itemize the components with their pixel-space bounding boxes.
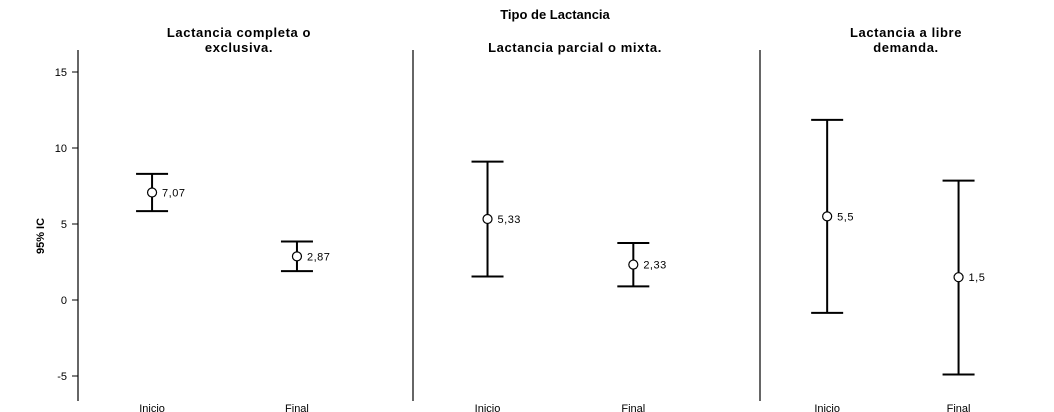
panel-2: Lactancia parcial o mixta. 5,33 Inicio 2,33… [412, 40, 666, 412]
mean-marker [628, 259, 639, 270]
x-tick-label: Final [285, 403, 309, 412]
mean-marker [953, 272, 964, 283]
panel-title-line: demanda. [873, 40, 938, 55]
y-tick-label: 10 [55, 143, 67, 155]
chart-title: Tipo de Lactancia [500, 7, 610, 22]
y-tick-label: 5 [61, 219, 67, 231]
data-label: 7,07 [162, 188, 185, 200]
y-tick-label: 0 [61, 295, 67, 307]
x-tick-label: Inicio [139, 403, 165, 412]
x-tick-label: Inicio [814, 403, 840, 412]
y-tick-label: 15 [55, 67, 67, 79]
panel-title-line: Lactancia parcial o mixta. [488, 40, 662, 55]
data-label: 5,33 [498, 214, 521, 226]
panel-title-line: exclusiva. [205, 40, 273, 55]
x-tick-label: Inicio [475, 403, 501, 412]
data-label: 2,87 [307, 251, 330, 263]
data-label: 5,5 [837, 211, 854, 223]
x-tick-label: Final [947, 403, 971, 412]
panel-title-line: Lactancia completa o [167, 25, 311, 40]
mean-marker [482, 213, 493, 225]
mean-marker [822, 211, 833, 222]
x-tick-label: Final [621, 403, 645, 412]
panel-title-line: Lactancia a libre [850, 25, 962, 40]
data-label: 1,5 [969, 272, 986, 284]
y-tick-label: -5 [57, 371, 67, 383]
mean-marker [291, 251, 303, 262]
y-axis-label: 95% IC [35, 218, 47, 254]
data-label: 2,33 [643, 260, 666, 272]
mean-marker [146, 187, 158, 198]
